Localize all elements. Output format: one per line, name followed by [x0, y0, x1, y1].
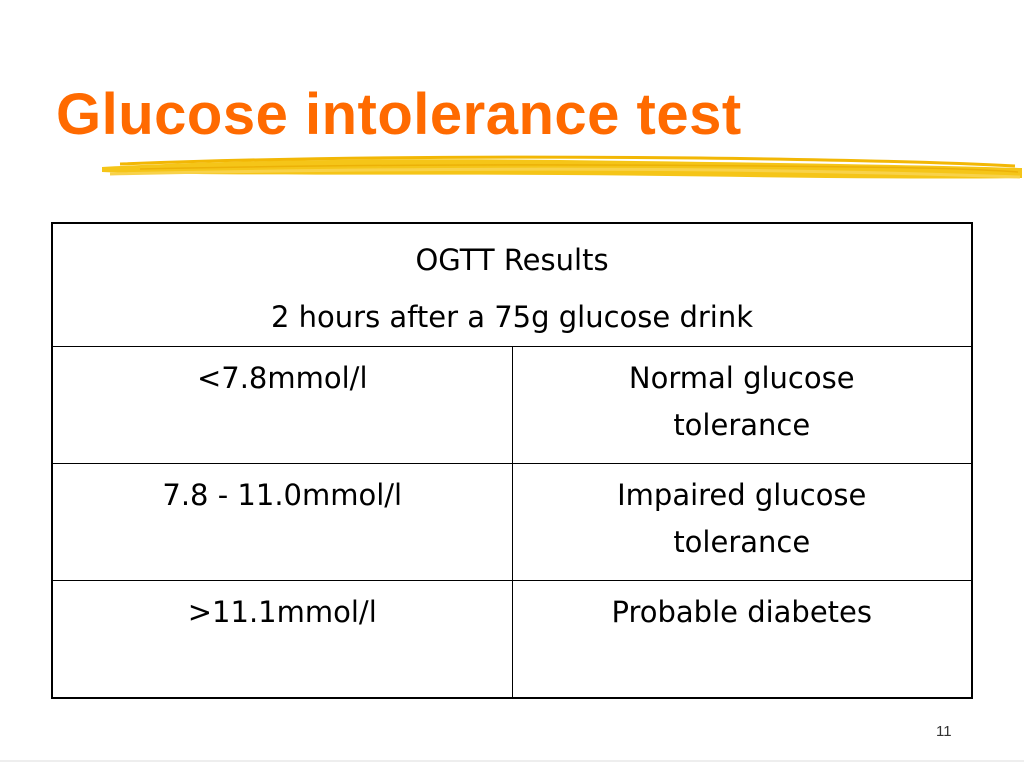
result-cell: Normal glucose tolerance — [511, 346, 973, 464]
table-row: >11.1mmol/l Probable diabetes — [51, 580, 973, 699]
result-text-line1: Normal glucose — [628, 361, 855, 395]
result-text-line1: Probable diabetes — [611, 595, 873, 629]
ogtt-results-table: OGTT Results 2 hours after a 75g glucose… — [51, 222, 973, 699]
range-value: <7.8mmol/l — [196, 361, 368, 395]
range-cell: 7.8 - 11.0mmol/l — [51, 463, 513, 581]
page-number: 11 — [936, 723, 952, 740]
table-row: <7.8mmol/l Normal glucose tolerance — [51, 346, 973, 464]
table-header-cell: OGTT Results 2 hours after a 75g glucose… — [51, 222, 973, 347]
range-value: 7.8 - 11.0mmol/l — [162, 478, 403, 512]
table-header-subtitle: 2 hours after a 75g glucose drink — [270, 300, 754, 334]
table-row: 7.8 - 11.0mmol/l Impaired glucose tolera… — [51, 463, 973, 581]
result-cell: Impaired glucose tolerance — [511, 463, 973, 581]
result-text-line2: tolerance — [673, 408, 811, 442]
table-header-row: OGTT Results 2 hours after a 75g glucose… — [51, 222, 973, 347]
range-cell: <7.8mmol/l — [51, 346, 513, 464]
result-text-line2: tolerance — [673, 525, 811, 559]
range-value: >11.1mmol/l — [187, 595, 377, 629]
slide-title: Glucose intolerance test — [56, 82, 742, 147]
highlight-underline — [102, 155, 1022, 179]
footer-divider — [0, 760, 1024, 762]
result-text-line1: Impaired glucose — [617, 478, 867, 512]
result-cell: Probable diabetes — [511, 580, 973, 699]
range-cell: >11.1mmol/l — [51, 580, 513, 699]
table-header-title: OGTT Results — [415, 243, 609, 277]
